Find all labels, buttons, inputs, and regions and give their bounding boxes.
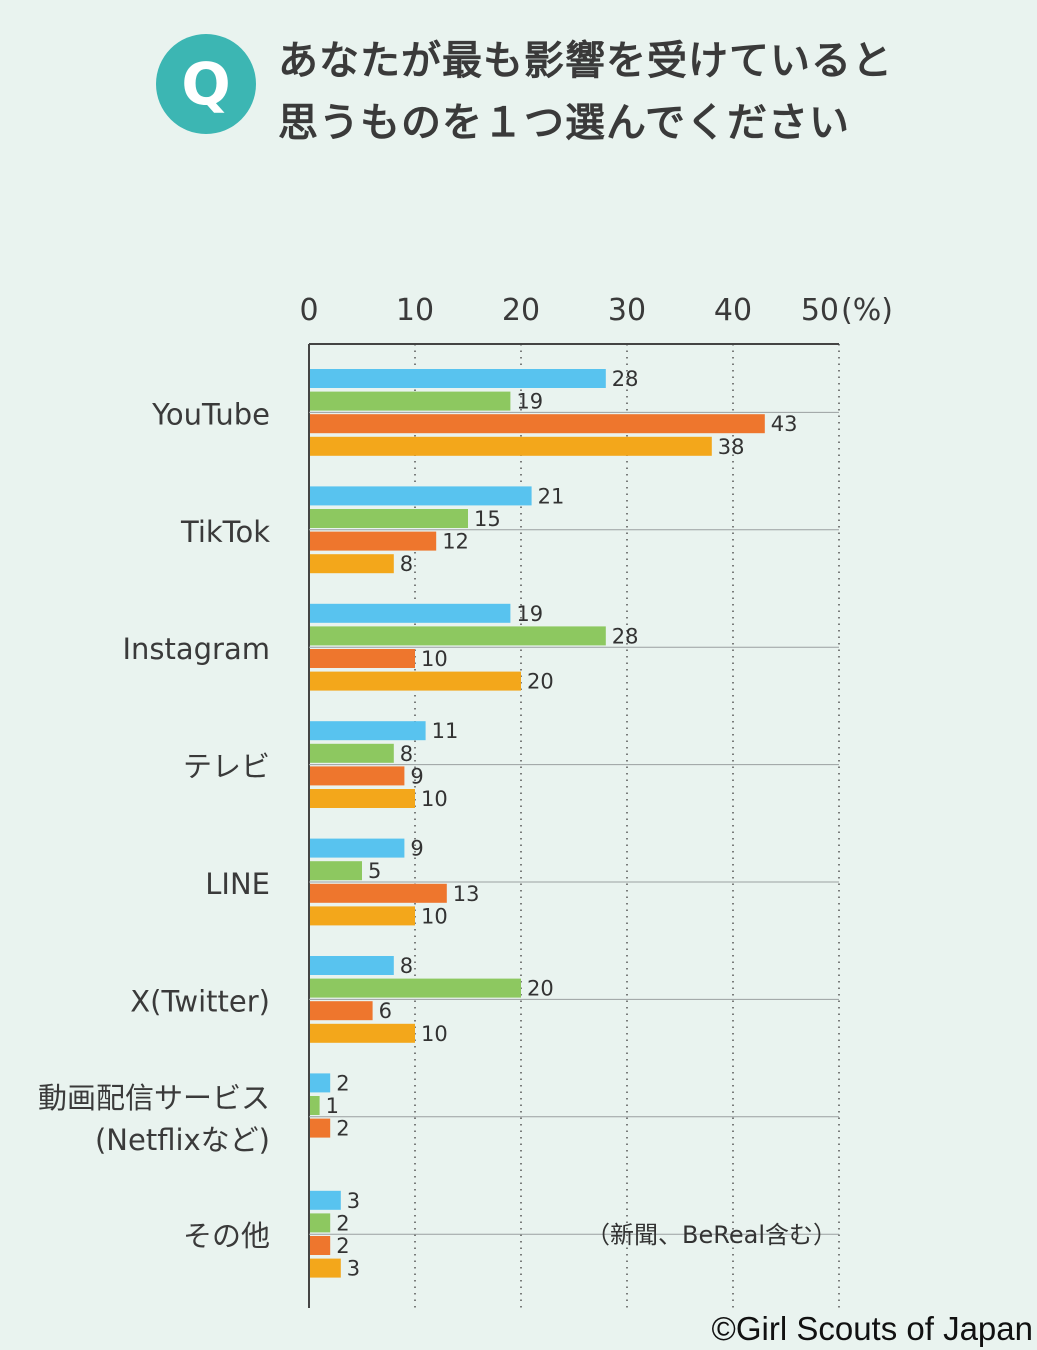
bar-series-1 (310, 1190, 341, 1210)
bar-series-3 (310, 1118, 331, 1138)
data-label: 2 (336, 1234, 349, 1258)
data-label: 43 (771, 412, 798, 436)
bar-series-3 (310, 531, 437, 551)
data-label: 20 (527, 670, 554, 694)
category-label: 動画配信サービス (38, 1081, 270, 1115)
bar-series-4 (310, 671, 521, 691)
bar-series-1 (310, 721, 426, 741)
data-label: 3 (347, 1257, 360, 1281)
q-badge-letter: Q (181, 50, 231, 118)
x-tick-label-50: 50 (801, 293, 839, 328)
category-label: YouTube (151, 397, 270, 431)
data-label: 28 (612, 367, 639, 391)
bar-series-3 (310, 414, 765, 434)
data-label: 1 (326, 1094, 339, 1118)
data-label: 10 (421, 787, 448, 811)
data-label: 10 (421, 647, 448, 671)
data-label: 10 (421, 904, 448, 928)
bar-series-2 (310, 391, 511, 411)
bar-series-2 (310, 1213, 331, 1233)
bar-series-3 (310, 1236, 331, 1255)
bar-series-1 (310, 1073, 331, 1093)
category-label: X(Twitter) (130, 984, 270, 1018)
bar-series-1 (310, 486, 532, 506)
data-label: 15 (474, 507, 501, 531)
q-badge: Q (156, 34, 256, 134)
bar-series-4 (310, 789, 415, 808)
x-tick-label-10: 10 (396, 293, 434, 328)
data-label: 13 (453, 882, 480, 906)
data-label: 9 (410, 764, 423, 788)
data-label: 9 (410, 837, 423, 861)
bar-series-1 (310, 603, 511, 623)
x-tick-label-0: 0 (299, 293, 318, 328)
data-label: 38 (718, 435, 745, 459)
question-line-1: あなたが最も影響を受けていると (278, 38, 893, 84)
data-label: 19 (516, 602, 543, 626)
x-tick-label-30: 30 (608, 293, 646, 328)
bar-series-3 (310, 1001, 373, 1021)
data-label: 11 (432, 719, 459, 743)
data-label: 8 (400, 552, 413, 576)
category-label: LINE (205, 867, 270, 901)
bar-series-3 (310, 649, 415, 668)
x-unit-label: (%) (841, 293, 893, 328)
bar-series-3 (310, 883, 447, 903)
bar-series-2 (310, 1096, 320, 1115)
data-label: 8 (400, 742, 413, 766)
category-label: Instagram (122, 632, 270, 666)
bar-series-4 (310, 554, 394, 574)
question-title: あなたが最も影響を受けていると 思うものを１つ選んでください (278, 30, 978, 154)
data-label: 20 (527, 977, 554, 1001)
data-label: 21 (538, 484, 565, 508)
bar-series-4 (310, 1258, 341, 1278)
category-label: TikTok (180, 515, 270, 549)
category-label: テレビ (183, 750, 270, 784)
data-label: 6 (379, 999, 392, 1023)
bar-series-2 (310, 509, 468, 528)
data-label: 19 (516, 390, 543, 414)
data-label: 8 (400, 954, 413, 978)
x-tick-label-40: 40 (714, 293, 752, 328)
bar-series-4 (310, 906, 415, 926)
data-label: 12 (442, 530, 469, 554)
category-label: (Netflixなど) (95, 1123, 270, 1157)
bar-series-4 (310, 436, 712, 456)
bar-series-2 (310, 861, 362, 881)
bar-series-2 (310, 626, 606, 646)
data-label: 10 (421, 1022, 448, 1046)
data-label: 2 (336, 1211, 349, 1235)
x-tick-label-20: 20 (502, 293, 540, 328)
bar-series-1 (310, 956, 394, 975)
data-label: 3 (347, 1189, 360, 1213)
bar-series-1 (310, 838, 405, 858)
data-label: 2 (336, 1071, 349, 1095)
bar-series-2 (310, 978, 521, 998)
copyright-credit: ©Girl Scouts of Japan (711, 1310, 1033, 1347)
category-label: その他 (183, 1219, 270, 1253)
category-annotation: （新聞、BeReal含む） (586, 1221, 837, 1249)
data-label: 28 (612, 624, 639, 648)
bar-series-3 (310, 766, 405, 786)
bar-series-1 (310, 369, 606, 388)
bar-series-4 (310, 1023, 415, 1043)
question-line-2: 思うものを１つ選んでください (278, 100, 850, 146)
data-label: 5 (368, 859, 381, 883)
bar-series-2 (310, 743, 394, 763)
data-label: 2 (336, 1117, 349, 1141)
